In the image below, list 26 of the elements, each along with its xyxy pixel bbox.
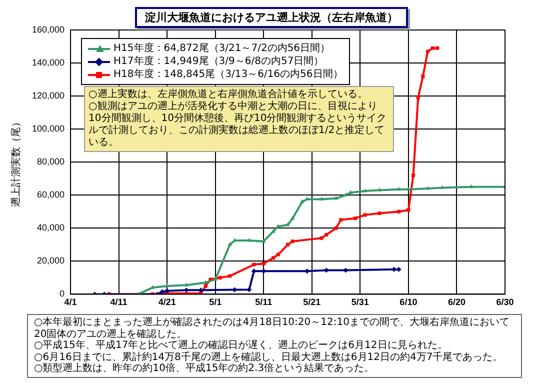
x-tick-label: 5/11 <box>255 297 272 308</box>
annotation: ○遡上実数は、左岸側魚道と右岸側魚道合計値を示している。 ○観測はアユの遡上が活発化する中潮と大潮の日に、目視により10分間観測し、10分間休憩後、再び10分間観測するというサイクルで計測しており、この計測実数は総遡上数のほぼ1/2と推定している。 <box>84 86 394 152</box>
x-tick-label: 6/20 <box>448 297 466 308</box>
legend-label: H18年度：148,845尾（3/13～6/16の内56日間） <box>114 68 343 81</box>
x-tick-label: 4/11 <box>110 297 128 308</box>
x-tick-label: 5/1 <box>209 297 222 308</box>
y-axis-title: 遡上計測実数（尾） <box>10 117 22 208</box>
y-tick-label: 40,000 <box>37 222 65 233</box>
legend-label: H17年度：14,949尾（3/9～6/8の内57日間） <box>114 55 324 68</box>
x-tick-label: 6/30 <box>496 297 514 308</box>
x-tick-label: 5/21 <box>303 297 321 308</box>
text: ○本年最初にまとまった遡上が確認されたのは4月18日10:20～12:10までの間で、大堰右岸魚道において20固体のアユの遡上を確認した。 ○平成15年、平成17年と比べて遡上の確認日が遅く、遡上のピークは6月12日に見られた。 ○6月16日までに、累計約14万8千尾の遡上を確認し、日最大遡上数は6月12日の約4万7千尾であった。 ○類型遡上数は、昨年の約10倍、平成15年の約2.3倍という結果であった。 <box>27 314 522 378</box>
x-tick-label: 6/10 <box>400 297 418 308</box>
chart-title: 淀川大堰魚道におけるアユ遡上状況（左右岸魚道） <box>135 7 408 28</box>
y-tick-label: 100,000 <box>32 124 65 134</box>
x-tick-label: 5/31 <box>351 297 369 308</box>
legend-label: H15年度：64,872尾（3/21～7/2の内56日間） <box>114 42 330 55</box>
y-tick-label: 0 <box>60 288 65 299</box>
x-tick-label: 4/21 <box>158 297 176 308</box>
y-tick-label: 120,000 <box>32 90 65 101</box>
y-tick-label: 160,000 <box>32 24 65 34</box>
x-tick-label: 4/1 <box>64 297 77 308</box>
y-tick-label: 60,000 <box>37 190 65 200</box>
y-tick-label: 80,000 <box>37 156 65 167</box>
y-tick-label: 20,000 <box>37 256 65 266</box>
y-tick-label: 140,000 <box>32 58 65 68</box>
